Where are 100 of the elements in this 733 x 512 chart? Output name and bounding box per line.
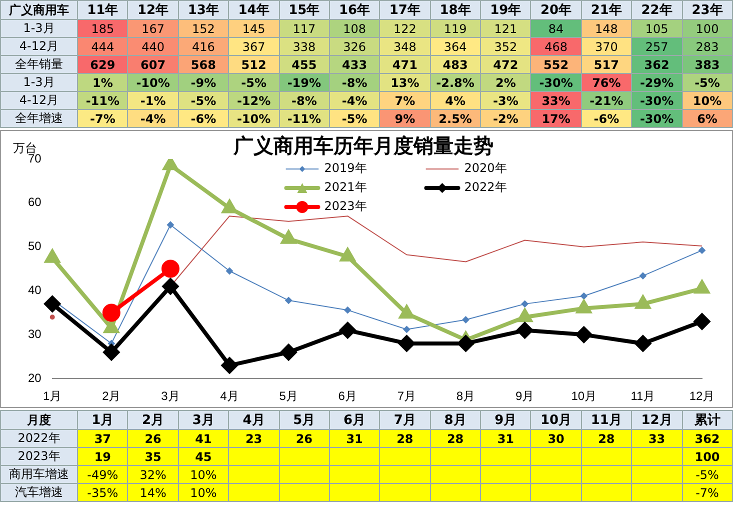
data-label: 26 [279,430,330,448]
data-label: 121 [480,20,531,38]
y-tick-label: 1-3月 [0,74,78,92]
data-label: -29% [632,74,682,92]
x-tick-label: 14年 [228,0,279,20]
data-label: 362 [682,430,732,448]
data-label: 117 [279,20,330,38]
x-tick-label: 9月 [480,410,531,430]
x-tick-label: 4月 [228,410,279,430]
data-label: 257 [632,38,682,56]
y-tick-label: 2022年 [0,430,78,448]
data-label: 433 [329,56,380,74]
data-label: 28 [581,430,632,448]
data-label: 483 [430,56,480,74]
data-label: 468 [530,38,582,56]
y-tick-label: 30 [28,326,42,341]
data-label: 35 [128,448,178,466]
x-tick-label: 21年 [581,0,632,20]
data-label: 31 [329,430,380,448]
data-label: 472 [480,56,531,74]
data-label: 45 [178,448,229,466]
data-label: 416 [178,38,229,56]
data-label: 370 [581,38,632,56]
data-label: 629 [78,56,128,74]
chart-title: 广义商用车 [0,0,78,20]
x-tick-label: 8月 [456,389,476,404]
data-label: -30% [530,74,582,92]
data-label: 28 [380,430,430,448]
x-tick-label: 12月 [632,410,682,430]
data-label: 26 [128,430,178,448]
data-label: -5% [329,110,380,128]
data-label: 348 [380,38,430,56]
x-tick-label: 15年 [279,0,330,20]
x-tick-label: 4月 [220,389,239,404]
x-tick-label: 2月 [128,410,178,430]
x-tick-label: 累计 [682,410,732,430]
x-tick-label: 12月 [689,389,715,404]
x-tick-label: 8月 [430,410,480,430]
data-label: 10% [178,466,229,484]
x-tick-label: 17年 [380,0,430,20]
data-label: 32% [128,466,178,484]
data-label: -10% [128,74,178,92]
data-label: 455 [279,56,330,74]
data-label: -6% [178,110,229,128]
data-label: 76% [581,74,632,92]
x-tick-label: 3月 [178,410,229,430]
x-tick-label: 7月 [380,410,430,430]
x-tick-label: 7月 [397,389,416,404]
data-label: 10% [682,92,732,110]
x-tick-label: 12年 [128,0,178,20]
y-tick-label: 商用车增速 [0,466,78,484]
data-label: 100 [682,448,732,466]
data-label: -49% [78,466,128,484]
data-label: 7% [380,92,430,110]
data-label: 2.5% [430,110,480,128]
x-tick-label: 11月 [581,410,632,430]
y-tick-label: 4-12月 [0,38,78,56]
data-label: -4% [128,110,178,128]
data-label: -3% [480,92,531,110]
x-tick-label: 16年 [329,0,380,20]
chart-title: 月度 [0,410,78,430]
data-label: 607 [128,56,178,74]
data-label: -5% [178,92,229,110]
data-label: 10% [178,484,229,502]
data-label: -11% [78,92,128,110]
data-label: 33 [632,430,682,448]
data-label: 383 [682,56,732,74]
x-tick-label: 3月 [161,389,180,404]
data-label: -2% [480,110,531,128]
data-label: 100 [682,20,732,38]
data-label: 326 [329,38,380,56]
data-label: 9% [380,110,430,128]
data-label: 552 [530,56,582,74]
data-label: 185 [78,20,128,38]
data-label: 152 [178,20,229,38]
data-label: -4% [329,92,380,110]
data-label: -8% [329,74,380,92]
y-tick-label: 1-3月 [0,20,78,38]
legend-label: 2019年 [324,161,367,176]
data-label: 148 [581,20,632,38]
y-tick-label: 2023年 [0,448,78,466]
x-tick-label: 2月 [102,389,121,404]
x-tick-label: 11年 [78,0,128,20]
legend-label: 2021年 [324,180,367,194]
y-tick-label: 全年增速 [0,110,78,128]
legend-label: 2022年 [464,180,507,194]
data-label: 367 [228,38,279,56]
chart-title: 广义商用车历年月度销量走势 [232,134,494,158]
data-label: -7% [78,110,128,128]
x-tick-label: 10月 [530,410,582,430]
x-tick-label: 20年 [530,0,582,20]
data-label: 2% [480,74,531,92]
legend-label: 2020年 [464,161,507,176]
data-label: -21% [581,92,632,110]
data-label: -7% [682,484,732,502]
x-tick-label: 22年 [632,0,682,20]
data-label: 512 [228,56,279,74]
data-label: 37 [78,430,128,448]
y-tick-label: 20 [28,370,42,385]
data-label: 119 [430,20,480,38]
